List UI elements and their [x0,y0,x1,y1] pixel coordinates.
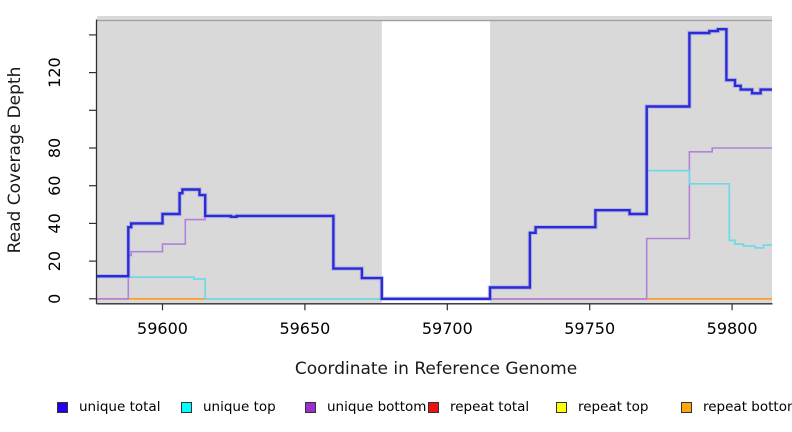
plot-canvas: 59600 59650 59700 59750 59800 0 20 40 60 80 120 Co… [5,16,773,379]
legend-label-unique-bottom: unique bottom [327,399,427,415]
y-tick-label: 80 [45,138,64,158]
series-unique-total [97,28,772,300]
legend-swatch-unique-total [57,402,68,414]
x-tick-label: 59750 [564,319,615,338]
legend-label-unique-top: unique top [203,399,276,415]
legend-swatch-repeat-total [428,402,439,414]
coverage-gap-region [381,21,490,303]
y-tick-label: 120 [45,57,64,88]
legend-item-unique-top: unique top [181,399,276,415]
x-tick-label: 59700 [422,319,473,338]
y-tick-label: 0 [45,294,64,304]
legend-swatch-repeat-bottom [681,402,692,414]
x-tick-label: 59650 [279,319,330,338]
legend-label-repeat-total: repeat total [450,399,530,415]
legend-label-unique-total: unique total [79,399,161,415]
read-coverage-depth-figure: 59600 59650 59700 59750 59800 0 20 40 60 80 120 Co… [5,16,792,414]
legend-swatch-unique-bottom [305,402,316,414]
legend-item-repeat-total: repeat total [428,399,530,415]
legend-label-repeat-bottom: repeat bottom [703,399,792,415]
x-axis-title: Coordinate in Reference Genome [295,359,577,379]
legend-item-unique-total: unique total [57,399,161,415]
x-tick-label: 59800 [707,319,758,338]
y-tick-label: 40 [45,213,64,233]
legend-item-repeat-bottom: repeat bottom [681,399,792,415]
legend-item-unique-bottom: unique bottom [305,399,427,415]
y-tick-label: 60 [45,176,64,196]
legend-item-repeat-top: repeat top [556,399,649,415]
legend: unique total unique top unique bottom re… [0,385,792,432]
y-tick-label: 20 [45,251,64,271]
legend-label-repeat-top: repeat top [578,399,649,415]
legend-swatch-repeat-top [556,402,567,414]
x-tick-label: 59600 [137,319,188,338]
y-axis-title: Read Coverage Depth [5,67,25,254]
legend-swatch-unique-top [181,402,192,414]
